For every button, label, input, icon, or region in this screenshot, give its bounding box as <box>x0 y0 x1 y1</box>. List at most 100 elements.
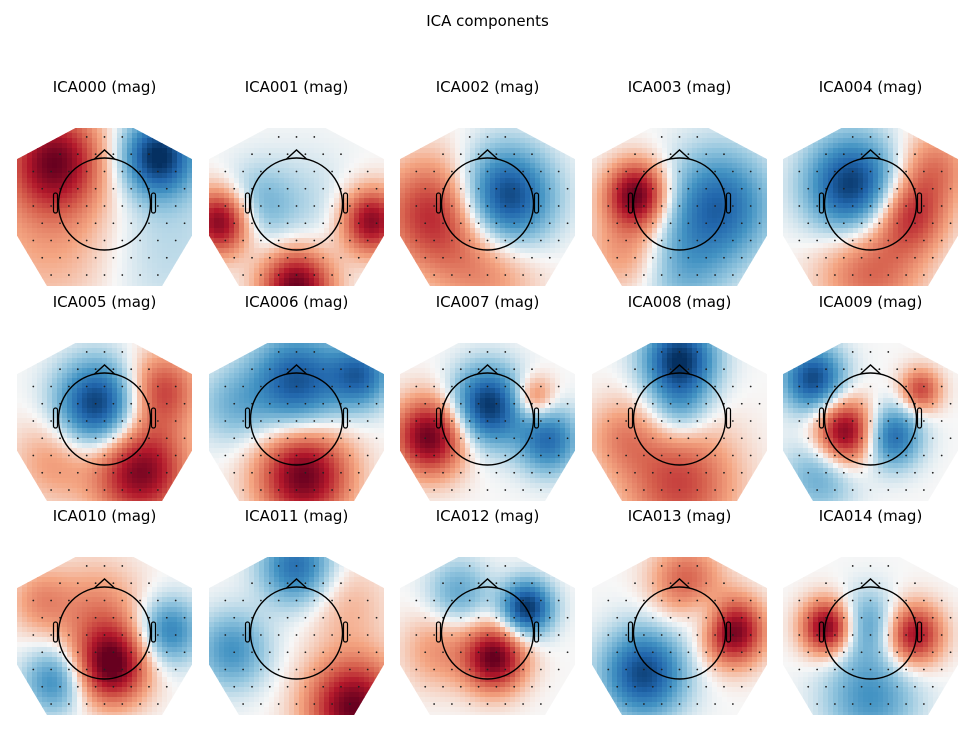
sensor-dot <box>112 651 115 654</box>
sensor-dot <box>660 205 663 207</box>
sensor-dot <box>451 274 453 276</box>
topomap-4 <box>783 128 958 286</box>
sensor-dot <box>165 651 168 654</box>
sensor-dot <box>139 454 141 457</box>
sensor-dot <box>922 385 925 388</box>
topomap-10 <box>17 557 192 715</box>
sensor-dot <box>643 634 645 636</box>
right-ear-outline <box>725 192 732 214</box>
sensor-dot <box>277 205 280 207</box>
sensor-dot <box>625 489 628 491</box>
topomap-field <box>400 128 575 286</box>
sensor-dot <box>842 187 845 190</box>
sensor-dot <box>468 420 471 422</box>
sensor-dot <box>616 187 619 190</box>
sensor-dot <box>277 420 280 422</box>
sensor-dot <box>495 402 498 405</box>
sensor-dot <box>415 634 418 636</box>
sensor-dot <box>121 205 124 207</box>
sensor-dot <box>424 256 427 259</box>
sensor-dot <box>165 256 168 259</box>
sensor-dot <box>798 599 801 602</box>
sensor-dot <box>834 274 836 276</box>
sensor-dot <box>322 437 325 440</box>
sensor-dot <box>94 471 97 474</box>
sensor-dot <box>816 385 819 388</box>
sensor-dot <box>50 668 53 671</box>
nose-outline <box>477 364 498 375</box>
sensor-dot <box>112 582 115 585</box>
sensor-dot <box>504 136 507 138</box>
sensor-dot <box>357 256 360 259</box>
sensor-dot <box>651 187 654 190</box>
sensor-dot <box>798 205 801 207</box>
sensor-dot <box>103 274 106 276</box>
sensor-dot <box>32 420 35 422</box>
sensor-dots <box>224 136 378 276</box>
left-ear-outline <box>818 407 825 429</box>
topomap-field <box>592 128 767 286</box>
sensor-dot <box>522 274 524 276</box>
sensor-dot <box>366 599 369 602</box>
sensor-dot <box>842 256 845 259</box>
sensor-dot <box>696 385 699 388</box>
panel-title: ICA000 (mag) <box>52 78 157 96</box>
sensor-dot <box>295 170 298 173</box>
topomap-field <box>17 557 192 715</box>
sensor-dot <box>415 385 418 388</box>
sensor-dot <box>121 489 124 491</box>
sensor-dot <box>59 368 61 371</box>
sensor-dot <box>130 153 133 156</box>
sensor-dot <box>625 599 628 602</box>
sensor-dot <box>696 420 699 422</box>
sensor-dot <box>940 599 943 602</box>
sensor-dots <box>798 565 952 705</box>
sensor-dot <box>286 256 289 259</box>
sensor-dot <box>477 256 480 259</box>
sensor-dot <box>723 582 725 585</box>
sensor-dot <box>807 256 810 259</box>
sensor-dot <box>103 170 106 173</box>
sensor-dot <box>860 256 863 259</box>
nose-outline <box>286 149 307 160</box>
sensor-dot <box>949 437 952 440</box>
panel-title: ICA013 (mag) <box>627 507 732 525</box>
sensor-dot <box>758 651 761 654</box>
sensor-dot <box>156 489 159 491</box>
sensor-dot <box>522 489 524 491</box>
sensor-dot <box>607 599 610 602</box>
sensor-dot <box>130 437 133 440</box>
sensor-dot <box>495 437 498 440</box>
sensor-dot <box>660 565 663 567</box>
left-ear-outline <box>435 407 442 429</box>
sensor-dot <box>869 634 872 636</box>
sensor-dot <box>643 703 645 705</box>
sensor-dot <box>758 402 761 405</box>
sensor-dot <box>103 489 106 491</box>
sensor-dot <box>50 274 53 276</box>
sensor-dot <box>896 616 899 619</box>
sensor-dot <box>286 437 289 440</box>
sensor-dot <box>513 368 516 371</box>
panel-title: ICA008 (mag) <box>627 293 732 311</box>
sensor-dot <box>896 256 899 259</box>
sensor-dot <box>322 685 325 688</box>
nose-outline <box>669 149 690 160</box>
sensor-dot <box>807 187 810 190</box>
sensor-dot <box>224 634 227 636</box>
sensor-dot <box>714 274 716 276</box>
sensor-dot <box>522 205 524 207</box>
sensor-dot <box>660 385 663 388</box>
sensor-dot <box>348 239 351 242</box>
sensor-dot <box>557 634 560 636</box>
sensor-dot <box>851 420 854 422</box>
sensor-dot <box>260 668 262 671</box>
sensor-dot <box>740 651 743 654</box>
head-outline <box>440 157 535 251</box>
sensor-dot <box>424 616 427 619</box>
sensor-dot <box>949 402 952 405</box>
topomap-field <box>209 557 384 715</box>
sensor-dot <box>424 222 427 225</box>
sensor-dot <box>860 471 863 474</box>
sensor-dot <box>331 205 333 207</box>
